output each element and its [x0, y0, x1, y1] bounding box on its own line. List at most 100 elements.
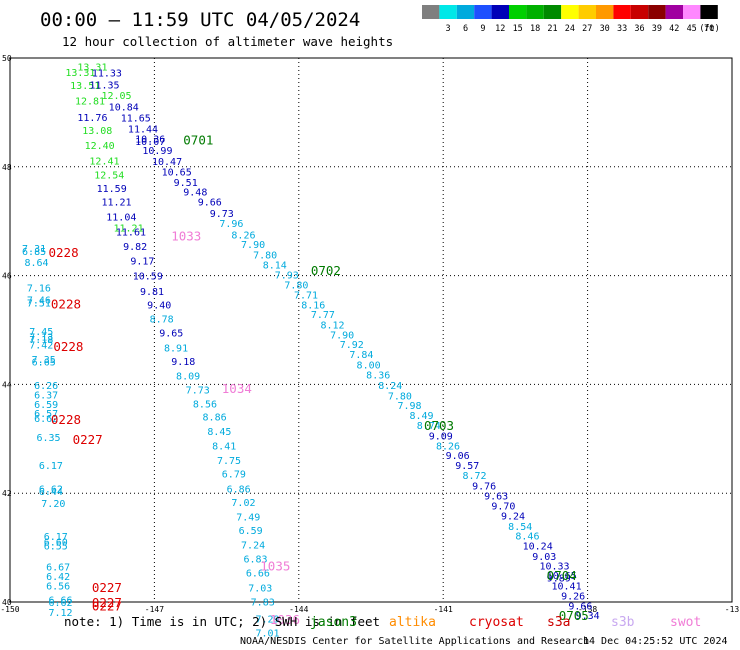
wave-height-point: 7.80	[388, 391, 412, 402]
scale-label: 70	[704, 24, 714, 34]
wave-height-point: 6.37	[34, 391, 58, 402]
y-tick-label: 50	[2, 54, 12, 63]
wave-height-point: 10.36	[135, 135, 165, 146]
wave-height-point: 13.08	[82, 126, 112, 137]
scale-label: 30	[600, 24, 610, 34]
pass-label: 0705	[559, 608, 589, 623]
wave-height-point: 8.72	[462, 471, 486, 482]
pass-label: 1034	[222, 381, 252, 396]
scale-swatch	[474, 5, 492, 19]
pass-label: 0227	[92, 580, 122, 595]
plot-frame	[9, 57, 733, 603]
wave-height-point: 6.59	[239, 526, 263, 537]
wave-height-point: 6.66	[49, 595, 73, 606]
wave-height-point: 8.86	[203, 412, 227, 423]
x-tick-label: -147	[145, 605, 164, 614]
pass-label: 0703	[424, 418, 454, 433]
x-tick-label: -138	[578, 605, 597, 614]
wave-height-point: 7.20	[41, 499, 65, 510]
wave-height-point: 7.51	[27, 298, 51, 309]
y-tick-label: 48	[2, 163, 12, 172]
wave-height-point: 13.31	[65, 68, 95, 79]
pass-labels: 0701 0702 0703 0704 0705 1033 1034 1035 1036 0228…	[49, 133, 589, 627]
satellite-legend-item: altika	[389, 615, 436, 630]
wave-height-point: 7.90	[241, 240, 265, 251]
color-scale-legend: 3 6 9 12 15 18 21 24 27 30 33 36 39 42 45 70(ft)	[422, 5, 720, 34]
wave-height-point: 9.51	[174, 178, 198, 189]
wave-height-point: 8.12	[320, 321, 344, 332]
wave-height-point: 13.31	[77, 63, 107, 74]
wave-height-point: 7.24	[241, 540, 265, 551]
grid-lines	[10, 58, 732, 602]
wave-height-point: 6.67	[46, 563, 70, 574]
satellite-legend-item: cryosat	[469, 615, 524, 630]
wave-height-point: 8.74	[417, 421, 441, 432]
pass-label: 0227	[73, 432, 103, 447]
wave-height-point: 6.55	[44, 541, 68, 552]
wave-height-point: 6.83	[243, 554, 267, 565]
wave-height-point: 7.73	[186, 385, 210, 396]
credit-text: NOAA/NESDIS Center for Satellite Applica…	[240, 636, 589, 647]
wave-height-point: 9.26	[561, 591, 585, 602]
wave-height-point: 6.86	[227, 484, 251, 495]
scale-label: 9	[480, 24, 485, 34]
scale-swatch	[683, 5, 701, 19]
wave-height-point: 7.29	[255, 614, 279, 625]
wave-height-point: 6.17	[39, 461, 63, 472]
wave-height-point: 9.65	[159, 329, 183, 340]
wave-height-point: 11.35	[89, 81, 119, 92]
scale-swatch	[526, 5, 544, 19]
wave-height-point: 11.33	[92, 69, 122, 80]
chart-subtitle: 12 hour collection of altimeter wave hei…	[62, 34, 393, 49]
wave-height-point: 8.49	[410, 411, 434, 422]
satellite-legend-item: jason3	[310, 615, 357, 630]
note-text: note: 1) Time is in UTC; 2) SWH is in fe…	[64, 614, 380, 629]
wave-height-point: 9.66	[568, 601, 592, 612]
wave-height-point: 7.92	[340, 340, 364, 351]
scale-label: 42	[669, 24, 679, 34]
wave-height-point: 11.44	[128, 125, 158, 136]
timestamp-text: 14 Dec 04:25:52 UTC 2024	[583, 636, 728, 647]
scale-swatch	[422, 5, 440, 19]
wave-height-point: 8.78	[150, 315, 174, 326]
wave-height-point: 6.35	[36, 433, 60, 444]
wave-height-point: 7.35	[32, 355, 56, 366]
satellite-legend-item: s3b	[611, 615, 635, 630]
scale-label: 36	[634, 24, 644, 34]
wave-height-point: 7.83	[251, 597, 275, 608]
axis-ticks: -150 -147 -144 -141 -138 -13 40 42 44 46 48 50	[0, 54, 739, 614]
scale-swatch	[439, 5, 457, 19]
scale-swatch	[630, 5, 649, 19]
wave-height-point: 9.76	[472, 482, 496, 493]
wave-height-point: 7.12	[49, 608, 73, 619]
wave-height-point: 9.70	[491, 502, 515, 513]
wave-height-point: 7.01	[255, 628, 279, 639]
wave-height-point: 7.46	[27, 296, 51, 307]
wave-height-point: 9.48	[183, 187, 207, 198]
pass-label: 1035	[260, 559, 290, 574]
wave-height-point: 6.26	[34, 381, 58, 392]
wave-height-point: 9.66	[198, 198, 222, 209]
wave-height-point: 10.24	[523, 541, 553, 552]
wave-height-point: 7.02	[231, 498, 255, 509]
wave-height-point: 11.61	[116, 228, 146, 239]
wave-height-point: 11.59	[97, 184, 127, 195]
wave-height-point: 8.26	[231, 230, 255, 241]
wave-height-point: 6.65	[32, 358, 56, 369]
scale-label: 24	[565, 24, 575, 34]
wave-height-point: 11.65	[121, 113, 151, 124]
wave-height-point: 12.54	[94, 170, 124, 181]
wave-height-point: 9.63	[484, 491, 508, 502]
wave-height-point: 7.80	[253, 250, 277, 261]
y-tick-label: 46	[2, 272, 12, 281]
pass-label: 0227	[92, 595, 122, 610]
scale-label: 39	[652, 24, 662, 34]
pass-label: 0228	[51, 296, 81, 311]
wave-height-point: 6.44	[39, 487, 63, 498]
wave-height-point: 9.09	[429, 432, 453, 443]
wave-height-point: 12.41	[89, 156, 119, 167]
wave-height-point: 9.06	[446, 451, 470, 462]
scale-label: 21	[547, 24, 557, 34]
wave-height-point: 10.65	[162, 168, 192, 179]
y-tick-label: 44	[2, 380, 12, 389]
